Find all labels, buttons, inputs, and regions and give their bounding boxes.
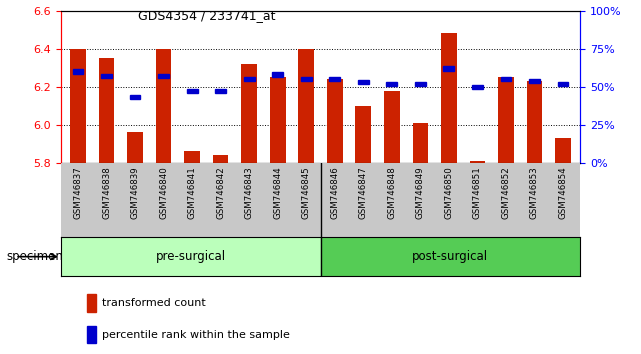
- Bar: [241, 64, 257, 163]
- Bar: [358, 80, 369, 84]
- Bar: [555, 138, 571, 163]
- Bar: [320, 237, 580, 276]
- Text: GSM746849: GSM746849: [416, 166, 425, 219]
- Bar: [87, 294, 96, 312]
- Bar: [272, 73, 283, 77]
- Bar: [127, 132, 143, 163]
- Bar: [129, 95, 140, 99]
- Bar: [470, 161, 485, 163]
- Text: GSM746852: GSM746852: [501, 166, 510, 219]
- Bar: [384, 91, 400, 163]
- Text: GSM746846: GSM746846: [330, 166, 339, 219]
- Bar: [158, 74, 169, 78]
- Bar: [99, 58, 114, 163]
- Bar: [270, 77, 285, 163]
- Text: GSM746848: GSM746848: [387, 166, 396, 219]
- Bar: [244, 77, 254, 81]
- Text: GSM746839: GSM746839: [131, 166, 140, 219]
- Bar: [472, 85, 483, 89]
- Bar: [356, 106, 371, 163]
- Text: GSM746847: GSM746847: [359, 166, 368, 219]
- Text: GSM746850: GSM746850: [444, 166, 453, 219]
- Bar: [387, 81, 397, 86]
- Text: GSM746853: GSM746853: [530, 166, 539, 219]
- Text: percentile rank within the sample: percentile rank within the sample: [103, 330, 290, 339]
- Text: specimen: specimen: [6, 250, 63, 263]
- Bar: [413, 123, 428, 163]
- Bar: [558, 81, 569, 86]
- Bar: [498, 77, 514, 163]
- Bar: [184, 152, 200, 163]
- Bar: [101, 74, 112, 78]
- Bar: [329, 77, 340, 81]
- Text: pre-surgical: pre-surgical: [156, 250, 226, 263]
- Bar: [327, 79, 342, 163]
- Text: GSM746841: GSM746841: [188, 166, 197, 219]
- Bar: [529, 79, 540, 83]
- Text: transformed count: transformed count: [103, 298, 206, 308]
- Bar: [215, 89, 226, 93]
- Bar: [527, 81, 542, 163]
- Text: GSM746844: GSM746844: [273, 166, 282, 219]
- Bar: [501, 77, 512, 81]
- Text: GSM746845: GSM746845: [302, 166, 311, 219]
- Bar: [299, 48, 314, 163]
- Text: post-surgical: post-surgical: [412, 250, 488, 263]
- Text: GDS4354 / 233741_at: GDS4354 / 233741_at: [138, 9, 276, 22]
- Bar: [87, 326, 96, 343]
- Bar: [444, 66, 454, 70]
- Bar: [156, 48, 171, 163]
- Text: GSM746854: GSM746854: [558, 166, 567, 219]
- Text: GSM746842: GSM746842: [216, 166, 225, 219]
- Bar: [70, 48, 86, 163]
- Bar: [301, 77, 312, 81]
- Text: GSM746840: GSM746840: [159, 166, 168, 219]
- Text: GSM746837: GSM746837: [74, 166, 83, 219]
- Bar: [441, 33, 457, 163]
- Bar: [61, 237, 320, 276]
- Text: GSM746838: GSM746838: [102, 166, 111, 219]
- Bar: [72, 69, 83, 74]
- Bar: [187, 89, 197, 93]
- Bar: [213, 155, 228, 163]
- Text: GSM746851: GSM746851: [473, 166, 482, 219]
- Bar: [415, 81, 426, 86]
- Text: GSM746843: GSM746843: [245, 166, 254, 219]
